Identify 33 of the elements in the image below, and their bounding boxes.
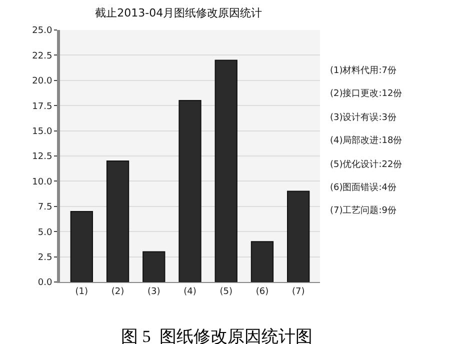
bar <box>250 241 274 282</box>
text: (2)接口更改:12份 <box>330 88 402 99</box>
bar <box>70 210 93 282</box>
x-tick-label: (3) <box>148 286 160 297</box>
x-tick-label: (7) <box>292 286 305 297</box>
x-tick-label: (5) <box>220 286 232 297</box>
x-tick-label: (2) <box>111 286 124 297</box>
bar <box>142 251 166 282</box>
x-tick-label: (1) <box>75 286 88 297</box>
x-tick-label: (6) <box>256 286 269 297</box>
y-tick-label: 15.0 <box>32 126 52 137</box>
text: (4)局部改进:18份 <box>330 135 402 146</box>
text: (3)设计有误:3份 <box>330 112 397 123</box>
text: (7)工艺问题:9份 <box>330 205 397 216</box>
y-tick-label: 17.5 <box>32 102 52 112</box>
y-tick-label: 12.5 <box>32 152 52 162</box>
y-tick-label: 10.0 <box>32 177 52 188</box>
y-tick-label: 7.5 <box>38 202 52 213</box>
bar <box>106 160 130 282</box>
bar <box>214 60 238 282</box>
y-tick-label: 20.0 <box>32 76 52 87</box>
bar <box>178 100 202 282</box>
chart-title: 截止2013-04月图纸修改原因统计 <box>95 6 262 20</box>
text: (1)材料代用:7份 <box>330 65 397 76</box>
y-tick-label: 2.5 <box>38 252 52 263</box>
y-tick-label: 5.0 <box>38 228 52 238</box>
x-tick-label: (4) <box>184 286 196 297</box>
y-tick-label: 0.0 <box>38 278 52 288</box>
bar <box>287 190 310 282</box>
y-tick-label: 25.0 <box>32 26 52 36</box>
text: (5)优化设计:22份 <box>330 159 402 170</box>
y-tick-label: 22.5 <box>32 51 52 62</box>
text: (6)图面错误:4份 <box>330 182 397 193</box>
